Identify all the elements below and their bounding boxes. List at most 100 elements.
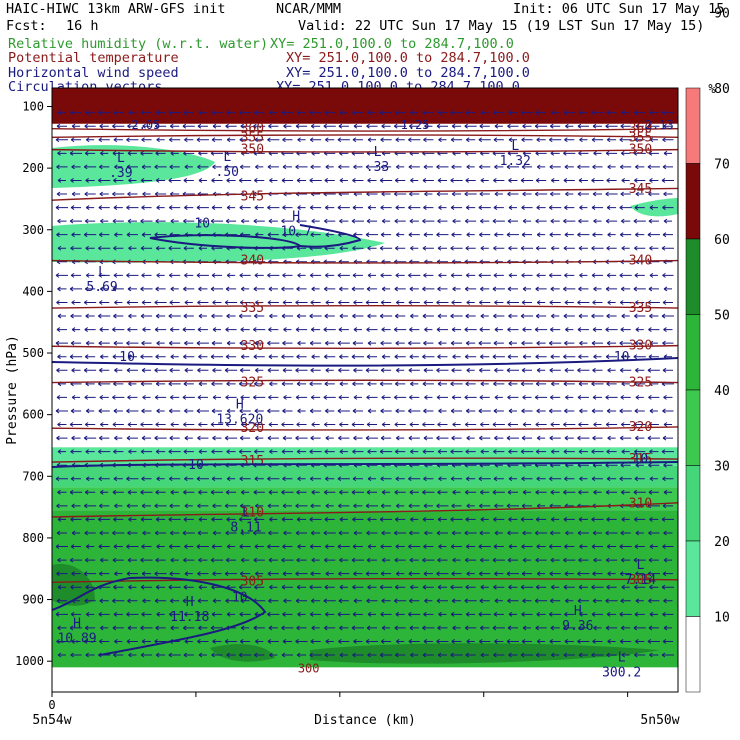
circulation-vector: [337, 408, 350, 414]
circulation-vector: [225, 218, 237, 224]
circulation-vector: [634, 313, 646, 319]
circulation-vector: [309, 476, 322, 482]
circulation-vector: [268, 354, 278, 360]
circulation-vector: [521, 232, 533, 238]
circulation-vector: [422, 517, 434, 522]
circulation-vector: [70, 517, 82, 522]
circulation-vector: [605, 598, 618, 604]
circulation-vector: [409, 625, 419, 631]
circulation-vector: [578, 286, 589, 292]
circulation-vector: [297, 408, 306, 414]
circulation-vector: [184, 639, 193, 644]
circulation-vector: [550, 449, 560, 455]
circulation-vector: [494, 639, 504, 644]
circulation-vector: [211, 205, 223, 210]
circulation-vector: [253, 394, 266, 400]
circulation-vector: [649, 137, 658, 143]
circulation-vector: [663, 123, 673, 129]
circulation-vector: [56, 394, 67, 400]
circulation-vector: [339, 625, 349, 631]
circulation-vector: [142, 123, 151, 129]
circulation-vector: [310, 639, 321, 644]
circulation-vector: [197, 367, 209, 373]
circulation-vector: [437, 625, 448, 631]
circulation-vector: [465, 137, 476, 143]
circulation-vector: [297, 611, 306, 617]
circulation-vector: [324, 408, 335, 414]
circulation-vector: [140, 313, 153, 319]
circulation-vector: [380, 408, 392, 414]
wind-label: 10: [188, 458, 204, 473]
circulation-vector: [451, 300, 462, 305]
circulation-vector: [351, 354, 364, 360]
circulation-vector: [309, 272, 322, 278]
circulation-vector: [98, 313, 111, 319]
circulation-vector: [339, 557, 349, 563]
circulation-vector: [621, 245, 630, 251]
circulation-vector: [648, 462, 660, 468]
circulation-vector: [324, 381, 335, 387]
circulation-vector: [338, 435, 350, 441]
circulation-vector: [550, 557, 560, 563]
circulation-vector: [211, 449, 223, 455]
circulation-vector: [619, 639, 632, 644]
circulation-vector: [112, 489, 124, 495]
circulation-vector: [184, 272, 194, 278]
y-tick-label: 600: [22, 408, 44, 422]
circulation-vector: [168, 313, 181, 319]
circulation-vector: [563, 245, 575, 251]
circulation-vector: [55, 205, 68, 210]
circulation-vector: [508, 381, 518, 387]
circulation-vector: [521, 408, 533, 414]
plot-frame: [51, 87, 679, 693]
circulation-vector: [140, 449, 153, 455]
circulation-vector: [422, 625, 435, 631]
circulation-vector: [324, 205, 335, 210]
circulation-vector: [339, 178, 348, 183]
circulation-vector: [493, 340, 504, 346]
circulation-vector: [267, 137, 280, 143]
circulation-vector: [268, 598, 279, 604]
circulation-vector: [169, 598, 180, 604]
circulation-vector: [282, 611, 293, 617]
theta-label-325: 325: [241, 376, 264, 391]
circulation-vector: [605, 286, 618, 292]
circulation-vector: [84, 123, 96, 129]
circulation-vector: [648, 191, 660, 197]
circulation-vector: [198, 110, 207, 116]
circulation-vector: [380, 544, 392, 549]
circulation-vector: [520, 652, 534, 658]
circulation-vector: [379, 245, 393, 251]
circulation-vector: [255, 367, 264, 373]
circulation-vector: [211, 272, 223, 278]
circulation-vector: [365, 300, 379, 305]
circulation-vector: [267, 367, 279, 373]
circulation-vector: [140, 652, 153, 658]
colorbar-tick-label: 90: [714, 7, 730, 22]
circulation-vector: [648, 422, 659, 427]
circulation-vector: [239, 544, 251, 549]
circulation-vector: [621, 449, 630, 455]
circulation-vector: [269, 110, 278, 116]
circulation-vector: [466, 232, 475, 238]
circulation-vector: [605, 422, 618, 427]
circulation-vector: [197, 164, 209, 170]
circulation-vector: [141, 164, 152, 170]
circulation-vector: [324, 313, 335, 319]
circulation-vector: [605, 625, 618, 631]
extremum-kind: H: [236, 398, 244, 413]
circulation-vector: [379, 449, 393, 455]
circulation-vector: [351, 489, 364, 495]
circulation-vector: [394, 557, 406, 563]
circulation-vector: [423, 503, 433, 509]
circulation-vector: [126, 571, 138, 577]
circulation-vector: [156, 476, 165, 482]
circulation-vector: [155, 517, 166, 522]
circulation-vector: [113, 110, 124, 116]
circulation-vector: [226, 313, 236, 319]
circulation-vector: [649, 340, 658, 346]
circulation-vector: [126, 476, 139, 482]
circulation-vector: [380, 639, 392, 644]
circulation-vector: [564, 340, 575, 346]
circulation-vector: [127, 489, 137, 495]
